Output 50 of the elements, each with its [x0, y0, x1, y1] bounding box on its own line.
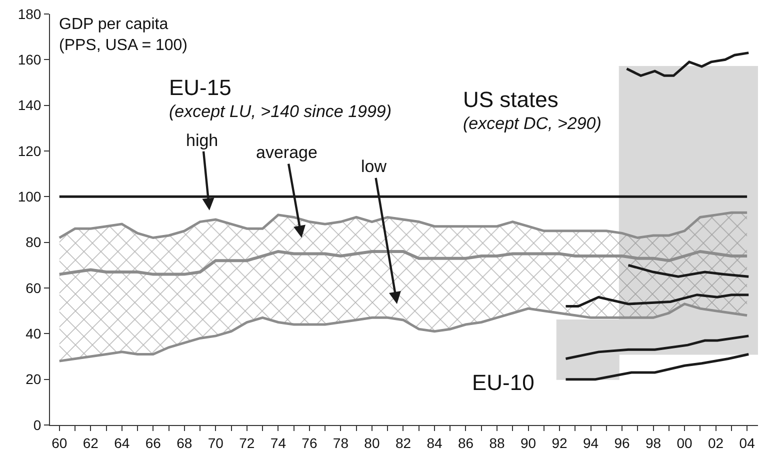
- x-tick-label: 76: [302, 434, 318, 451]
- x-tick-label: 78: [332, 434, 349, 451]
- y-tick-label: 140: [18, 97, 42, 114]
- x-tick-label: 90: [520, 434, 536, 451]
- x-tick-label: 02: [708, 434, 724, 451]
- x-tick-label: 62: [82, 434, 99, 451]
- x-tick-label: 86: [458, 434, 474, 451]
- x-tick-label: 60: [52, 434, 68, 451]
- annotation: (except LU, >140 since 1999): [169, 102, 392, 121]
- line-series: [58, 250, 749, 276]
- annotation: average: [256, 143, 318, 162]
- x-tick-label: 88: [489, 434, 505, 451]
- x-tick-label: 68: [176, 434, 192, 451]
- line-series: [625, 52, 750, 77]
- y-axis-title: GDP per capita (PPS, USA = 100): [59, 16, 188, 54]
- x-tick-label: 74: [270, 434, 286, 451]
- x-tick-label: 80: [364, 434, 380, 451]
- line-series: [564, 352, 750, 381]
- annotation: (except DC, >290): [463, 114, 602, 133]
- y-tick-label: 40: [26, 326, 42, 342]
- annotation: EU-15: [169, 75, 232, 100]
- y-tick-label: 100: [18, 188, 42, 205]
- x-tick-label: 70: [208, 434, 224, 451]
- y-tick-label: 80: [26, 234, 42, 250]
- line-series: [627, 264, 750, 278]
- x-tick-label: 04: [739, 434, 756, 451]
- x-tick-label: 96: [614, 434, 630, 451]
- x-tick-label: 00: [676, 434, 693, 451]
- x-tick-label: 98: [645, 434, 662, 451]
- annotation: high: [186, 131, 218, 150]
- line-series: [58, 302, 748, 362]
- x-tick-label: 64: [114, 434, 130, 451]
- annotation: low: [361, 157, 388, 176]
- y-tick-label: 20: [26, 371, 42, 388]
- line-series: [564, 294, 750, 308]
- x-tick-label: 72: [239, 434, 255, 451]
- y-tick-label: 160: [18, 52, 42, 68]
- y-tick-label: 120: [18, 142, 42, 159]
- x-tick-label: 94: [582, 434, 599, 451]
- y-tick-label: 60: [26, 280, 42, 296]
- annotation: EU-10: [472, 370, 534, 395]
- y-tick-label: 180: [18, 6, 42, 22]
- x-tick-label: 92: [552, 434, 568, 451]
- x-tick-label: 66: [145, 434, 162, 451]
- x-tick-label: 84: [426, 434, 442, 451]
- y-tick-label: 0: [33, 416, 42, 433]
- line-series: [58, 211, 748, 240]
- x-tick-label: 82: [395, 434, 412, 451]
- annotation: US states: [463, 87, 558, 112]
- line-series: [564, 334, 750, 360]
